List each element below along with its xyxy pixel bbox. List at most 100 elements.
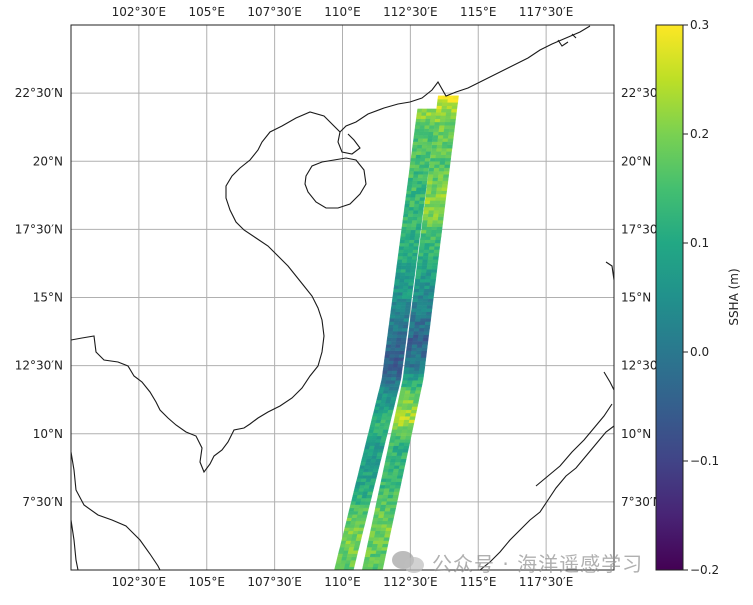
ssha-cell xyxy=(389,461,396,466)
ssha-cell xyxy=(438,167,445,172)
ssha-cell xyxy=(408,210,414,214)
ssha-cell xyxy=(377,540,384,544)
ssha-cell xyxy=(419,200,425,205)
ssha-cell xyxy=(412,249,419,254)
ssha-cell xyxy=(436,229,443,234)
wechat-icon xyxy=(392,549,426,575)
ssha-cell xyxy=(363,507,370,512)
ssha-cell xyxy=(397,288,404,293)
ssha-cell xyxy=(415,272,422,276)
ssha-cell xyxy=(406,298,412,303)
ssha-cell xyxy=(395,269,402,273)
ssha-cell xyxy=(428,206,435,211)
ssha-cell xyxy=(416,147,423,152)
ssha-cell xyxy=(417,177,424,182)
ssha-cell xyxy=(443,131,450,136)
ssha-cell xyxy=(381,524,388,528)
ssha-cell xyxy=(404,360,411,365)
coastline-mainland xyxy=(71,25,591,474)
ssha-cell xyxy=(354,543,361,548)
ssha-cell xyxy=(421,344,428,348)
ssha-cell xyxy=(412,295,419,299)
ssha-cell xyxy=(411,383,418,388)
ssha-cell xyxy=(371,524,378,528)
ssha-cell xyxy=(393,383,401,388)
ssha-cell xyxy=(397,425,404,430)
ssha-cell xyxy=(413,246,419,250)
ssha-cell xyxy=(421,262,428,267)
ssha-cell xyxy=(407,213,414,218)
ssha-cell xyxy=(447,98,454,103)
ssha-cell xyxy=(433,210,440,214)
ssha-cell xyxy=(414,161,421,165)
ssha-cell xyxy=(391,301,398,306)
ssha-cell xyxy=(384,484,391,489)
ssha-cell xyxy=(399,461,406,466)
ssha-cell xyxy=(422,298,429,303)
ssha-cell xyxy=(409,269,416,273)
ssha-cell xyxy=(433,252,440,257)
ssha-cell xyxy=(417,141,424,146)
ssha-cell xyxy=(412,403,419,407)
ssha-cell xyxy=(426,223,433,227)
ssha-cell xyxy=(405,354,412,358)
ssha-cell xyxy=(367,540,374,544)
ssha-cell xyxy=(431,141,438,146)
ssha-cell xyxy=(395,340,402,345)
ssha-cell xyxy=(390,340,397,345)
ssha-cell xyxy=(382,429,389,433)
ssha-cell xyxy=(394,275,401,280)
ssha-cell xyxy=(425,272,432,276)
ssha-cell xyxy=(401,334,408,338)
ssha-cell xyxy=(383,514,390,518)
ssha-cell xyxy=(398,246,405,250)
ssha-cell xyxy=(431,147,438,152)
ssha-cell xyxy=(372,563,380,567)
ssha-cell xyxy=(401,262,408,267)
ssha-cell xyxy=(434,118,441,123)
ssha-cell xyxy=(426,304,433,309)
ssha-cell xyxy=(386,376,392,381)
ssha-cell xyxy=(416,344,423,348)
ssha-cell xyxy=(382,517,389,522)
ssha-cell xyxy=(407,216,414,221)
ssha-cell xyxy=(382,543,389,548)
ssha-cell xyxy=(397,422,405,427)
ssha-cell xyxy=(413,174,419,178)
ssha-cell xyxy=(379,553,387,558)
ssha-cell xyxy=(383,491,390,495)
ssha-cell xyxy=(401,403,409,407)
ssha-cell xyxy=(400,272,406,276)
ssha-cell xyxy=(428,128,435,133)
ssha-cell xyxy=(424,161,430,165)
ssha-cell xyxy=(419,164,425,169)
ssha-cell xyxy=(383,360,390,365)
ssha-cell xyxy=(416,187,422,191)
ssha-cell xyxy=(415,314,422,319)
ssha-cell xyxy=(383,488,391,492)
ssha-cell xyxy=(432,259,439,263)
ssha-cell xyxy=(422,255,429,260)
ssha-cell xyxy=(394,439,401,443)
ssha-cell xyxy=(408,373,415,378)
ssha-cell xyxy=(404,272,411,276)
ssha-cell xyxy=(396,301,402,306)
ssha-cell xyxy=(409,363,416,368)
ssha-cell xyxy=(373,514,380,518)
ssha-cell xyxy=(397,255,404,260)
ssha-cell xyxy=(401,259,408,263)
ssha-cell xyxy=(421,304,428,309)
ssha-cell xyxy=(397,291,404,296)
ssha-cell xyxy=(450,115,457,119)
ssha-cell xyxy=(402,422,410,427)
ssha-cell xyxy=(394,380,401,384)
ssha-cell xyxy=(388,360,395,365)
ssha-cell xyxy=(437,95,444,100)
ssha-cell xyxy=(443,170,450,175)
ssha-cell xyxy=(409,232,416,237)
ssha-cell xyxy=(397,399,404,404)
ssha-cell xyxy=(441,147,448,152)
ssha-cell xyxy=(386,373,393,378)
ssha-cell xyxy=(433,249,440,254)
